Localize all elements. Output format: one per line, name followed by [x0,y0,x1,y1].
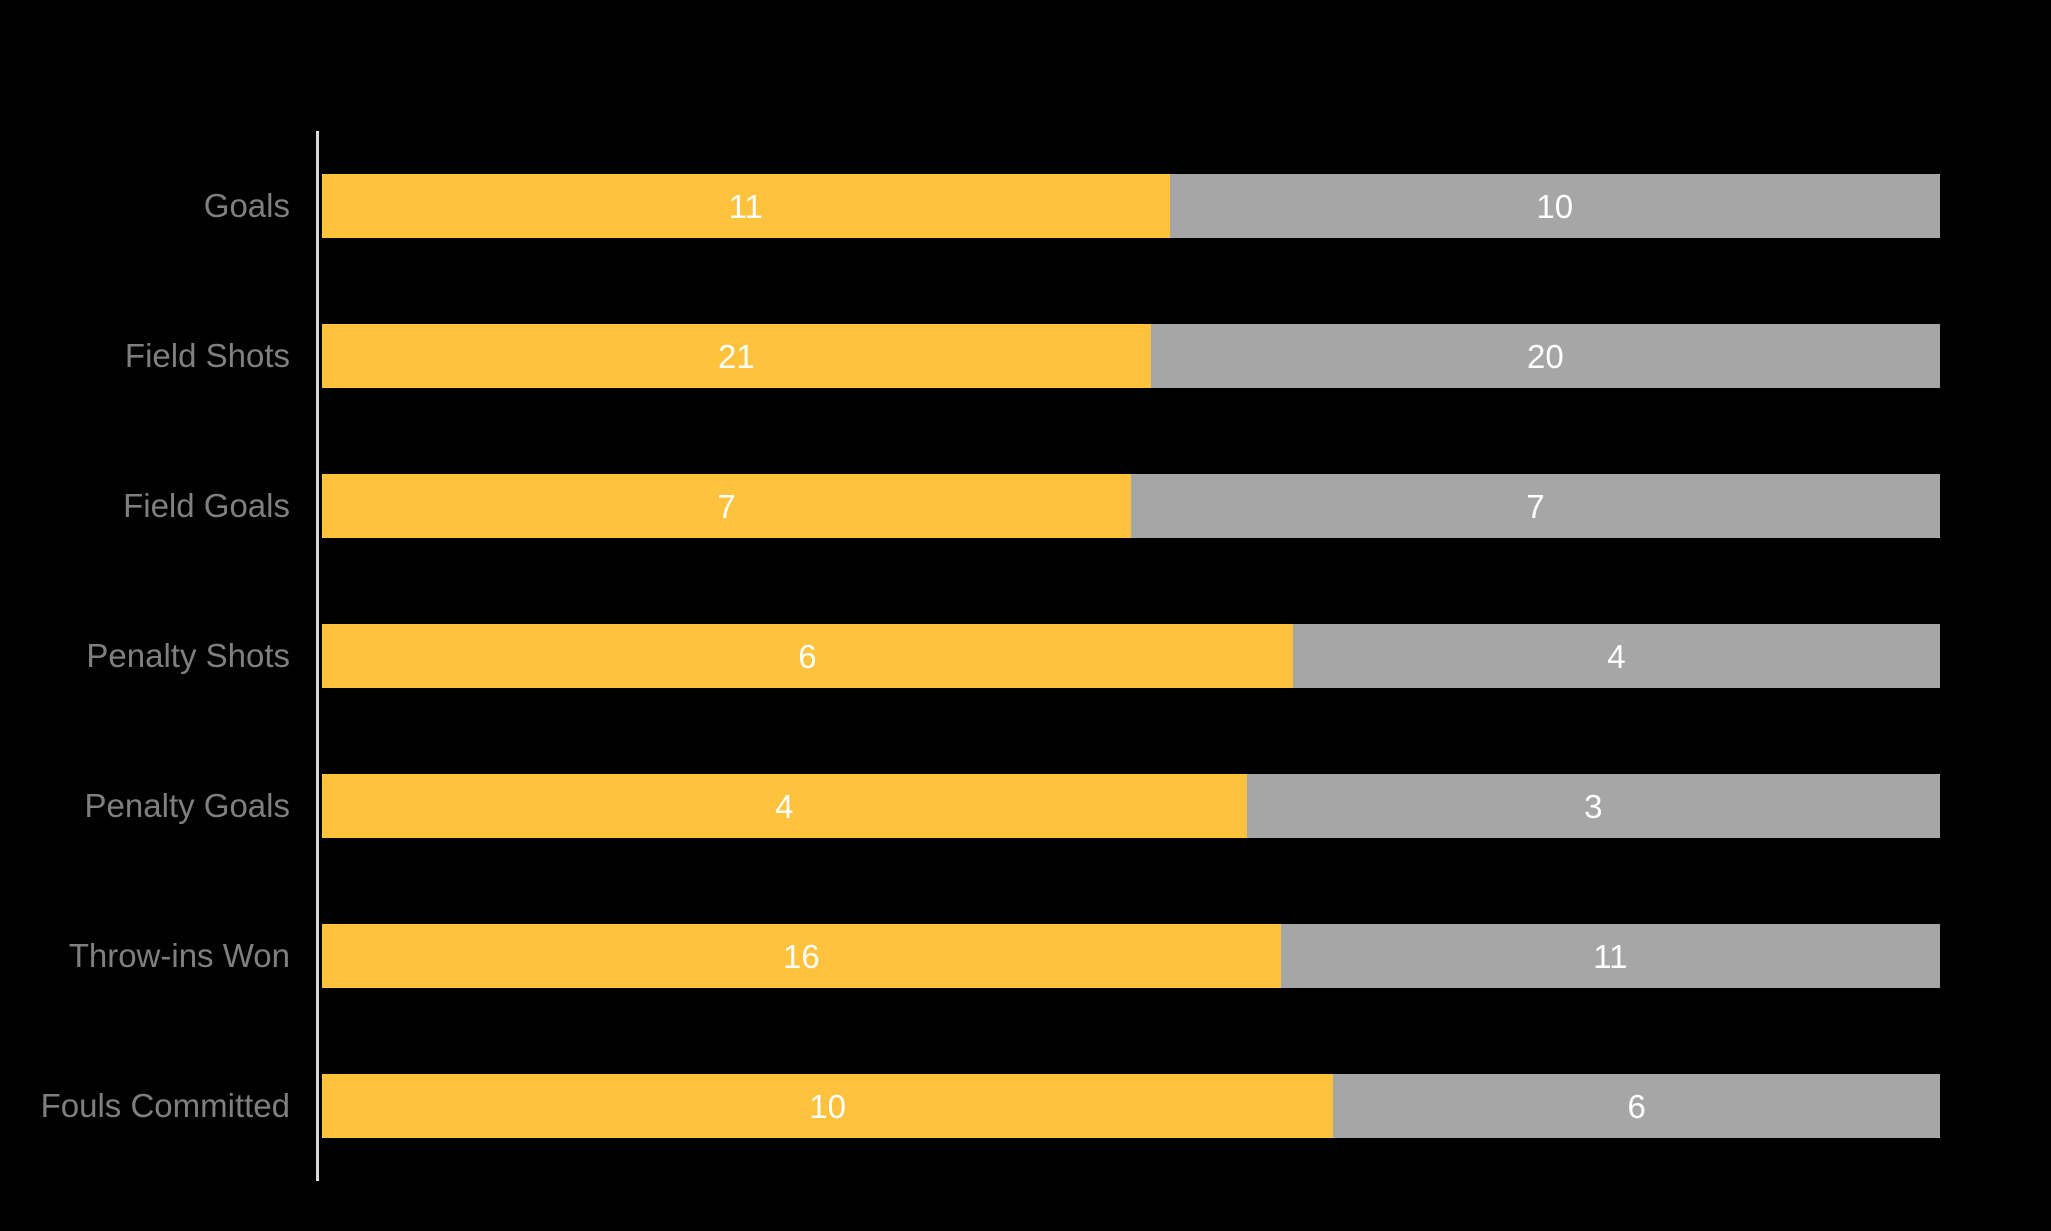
gray-bar-segment: 7 [1131,474,1940,538]
yellow-value-label: 7 [717,487,736,525]
yellow-bar-segment: 4 [322,774,1247,838]
gray-bar-segment: 3 [1246,774,1940,838]
yellow-bar-segment: 6 [322,624,1293,688]
bar-track: 21 20 [322,324,1940,388]
yellow-value-label: 11 [728,187,763,225]
yellow-bar-segment: 21 [322,324,1151,388]
bar-track: 16 11 [322,924,1940,988]
chart-row: Fouls Committed 10 6 [0,1031,2051,1181]
gray-bar-segment: 20 [1150,324,1940,388]
yellow-bar-segment: 10 [322,1074,1334,1138]
chart-row: Field Goals 7 7 [0,431,2051,581]
chart-row: Penalty Goals 4 3 [0,731,2051,881]
category-label: Fouls Committed [40,1087,290,1124]
category-label: Throw-ins Won [68,937,290,974]
chart-row: Field Shots 21 20 [0,281,2051,431]
chart-rows: Goals 11 10 Field Shots 21 20 Field Goals 7 7 Pen… [0,131,2051,1181]
yellow-bar-segment: 16 [322,924,1281,988]
y-axis-line [316,131,319,1181]
gray-value-label: 4 [1607,637,1626,675]
bar-track: 11 10 [322,174,1940,238]
yellow-value-label: 16 [783,937,820,975]
yellow-bar-segment: 11 [322,174,1170,238]
gray-bar-segment: 4 [1292,624,1940,688]
yellow-bar-segment: 7 [322,474,1131,538]
yellow-value-label: 6 [798,637,817,675]
category-label: Field Shots [124,337,290,374]
gray-bar-segment: 10 [1169,174,1940,238]
gray-value-label: 20 [1526,337,1564,375]
gray-value-label: 10 [1536,187,1574,225]
gray-value-label: 11 [1593,937,1628,975]
chart-row: Throw-ins Won 16 11 [0,881,2051,1031]
category-label: Field Goals [123,487,290,524]
gray-value-label: 7 [1526,487,1545,525]
category-label: Penalty Goals [84,787,290,824]
gray-value-label: 6 [1627,1087,1646,1125]
gray-bar-segment: 6 [1333,1074,1940,1138]
yellow-value-label: 21 [718,337,755,375]
yellow-value-label: 4 [775,787,794,825]
gray-value-label: 3 [1584,787,1603,825]
chart-row: Penalty Shots 6 4 [0,581,2051,731]
category-label: Goals [203,187,290,224]
category-label: Penalty Shots [86,637,290,674]
chart-row: Goals 11 10 [0,131,2051,281]
gray-bar-segment: 11 [1280,924,1940,988]
yellow-value-label: 10 [809,1087,846,1125]
bar-track: 10 6 [322,1074,1940,1138]
